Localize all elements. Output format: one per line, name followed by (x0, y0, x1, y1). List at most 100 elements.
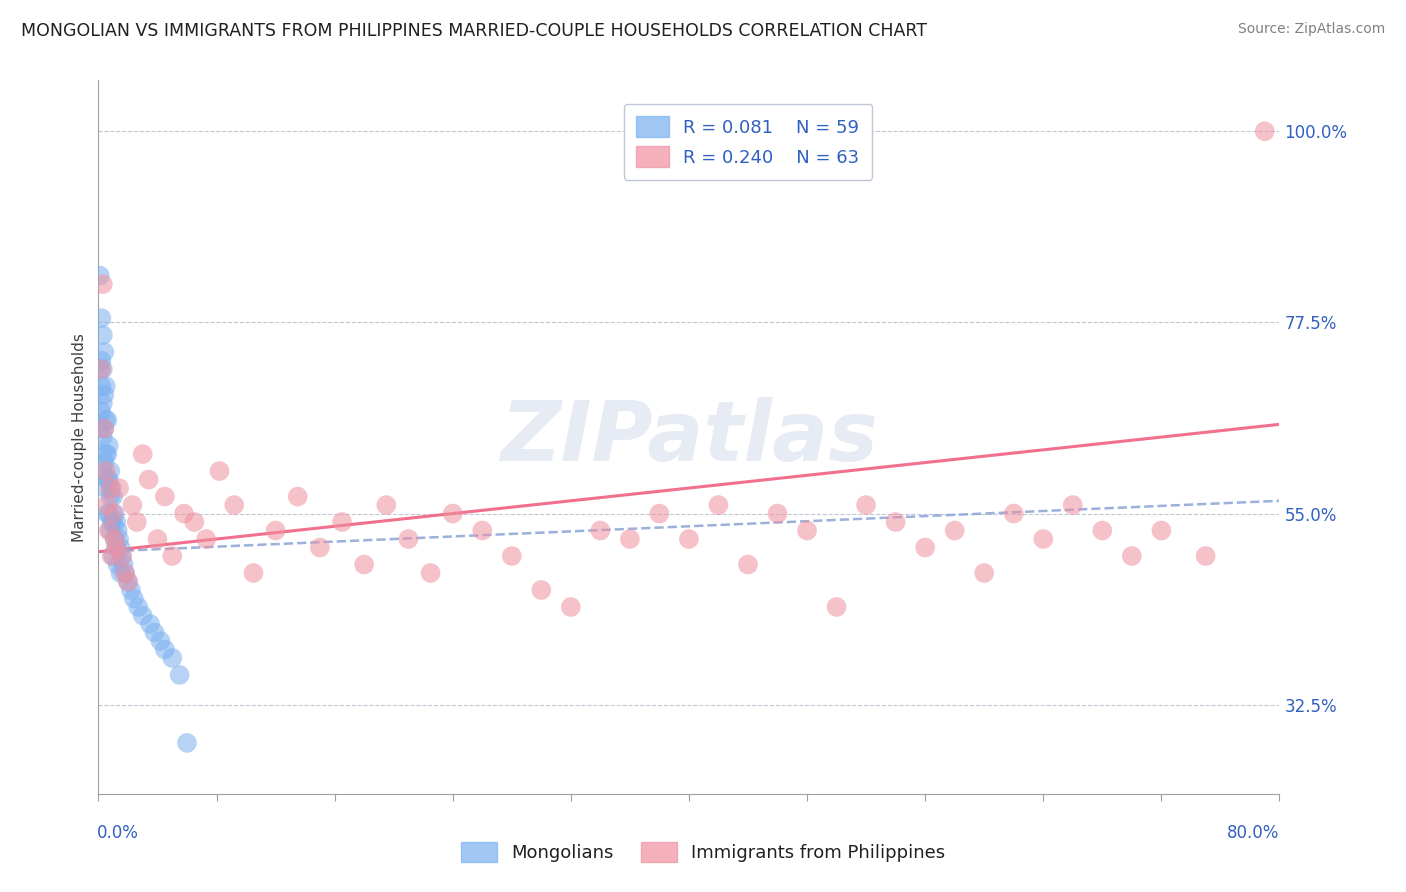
Point (796, 524, 818, 538)
Point (105, 541, 128, 555)
Legend: R = 0.081    N = 59, R = 0.240    N = 63: R = 0.081 N = 59, R = 0.240 N = 63 (624, 103, 872, 179)
Point (104, 532, 127, 546)
Point (419, 566, 441, 580)
Point (132, 447, 155, 461)
Point (1032, 532, 1054, 546)
Point (169, 668, 191, 682)
Text: 80.0%: 80.0% (1227, 823, 1279, 842)
Point (943, 524, 966, 538)
Point (104, 507, 127, 521)
Point (589, 524, 612, 538)
Point (105, 541, 128, 555)
Point (330, 515, 353, 529)
Point (678, 532, 700, 546)
Point (398, 532, 420, 546)
Point (1254, 124, 1277, 138)
Point (94, 413, 117, 427)
Point (98, 490, 121, 504)
Point (707, 498, 730, 512)
Point (149, 634, 172, 648)
Point (309, 541, 332, 555)
Point (1195, 549, 1218, 563)
Point (1121, 549, 1143, 563)
Point (91, 362, 114, 376)
Point (619, 532, 641, 546)
Point (914, 541, 936, 555)
Point (91, 277, 114, 292)
Point (153, 642, 176, 657)
Point (648, 507, 671, 521)
Point (93, 387, 115, 401)
Point (103, 507, 125, 521)
Point (375, 498, 398, 512)
Point (173, 507, 195, 521)
Point (122, 591, 145, 606)
Point (114, 566, 136, 580)
Point (90, 379, 112, 393)
Point (112, 558, 135, 572)
Point (973, 566, 995, 580)
Point (94, 379, 117, 393)
Point (146, 532, 169, 546)
Point (94, 464, 117, 478)
Point (91, 396, 114, 410)
Text: MONGOLIAN VS IMMIGRANTS FROM PHILIPPINES MARRIED-COUPLE HOUSEHOLDS CORRELATION C: MONGOLIAN VS IMMIGRANTS FROM PHILIPPINES… (21, 22, 927, 40)
Point (162, 651, 183, 665)
Point (138, 473, 160, 487)
Point (1150, 524, 1173, 538)
Point (825, 599, 848, 614)
Point (103, 515, 125, 529)
Point (117, 574, 139, 589)
Point (441, 507, 464, 521)
Point (1091, 524, 1114, 538)
Point (90, 362, 112, 376)
Point (97, 439, 120, 453)
Point (90, 404, 112, 418)
Point (89, 268, 111, 283)
Point (91, 464, 114, 478)
Point (91, 430, 114, 444)
Point (287, 490, 309, 504)
Legend: Mongolians, Immigrants from Philippines: Mongolians, Immigrants from Philippines (453, 834, 953, 870)
Point (127, 599, 149, 614)
Point (108, 532, 131, 546)
Point (93, 345, 115, 359)
Point (1002, 507, 1025, 521)
Text: ZIPatlas: ZIPatlas (501, 397, 877, 477)
Point (560, 599, 582, 614)
Point (89, 421, 111, 435)
Point (96, 447, 118, 461)
Point (153, 490, 176, 504)
Point (111, 549, 134, 563)
Point (737, 558, 759, 572)
Point (100, 549, 122, 563)
Point (530, 582, 553, 597)
Point (94, 447, 117, 461)
Point (125, 515, 148, 529)
Point (855, 498, 877, 512)
Point (139, 617, 162, 632)
Point (93, 421, 115, 435)
Point (108, 481, 131, 495)
Point (208, 464, 231, 478)
Point (98, 464, 121, 478)
Point (471, 524, 494, 538)
Point (100, 515, 122, 529)
Point (353, 558, 375, 572)
Point (98, 524, 121, 538)
Point (114, 566, 136, 580)
Point (120, 582, 142, 597)
Point (224, 498, 246, 512)
Text: 0.0%: 0.0% (97, 823, 139, 842)
Point (96, 507, 118, 521)
Point (97, 524, 120, 538)
Point (143, 625, 166, 640)
Point (264, 524, 287, 538)
Point (501, 549, 523, 563)
Point (97, 507, 120, 521)
Point (96, 473, 118, 487)
Point (766, 507, 789, 521)
Point (110, 566, 132, 580)
Point (89, 362, 111, 376)
Point (132, 608, 155, 623)
